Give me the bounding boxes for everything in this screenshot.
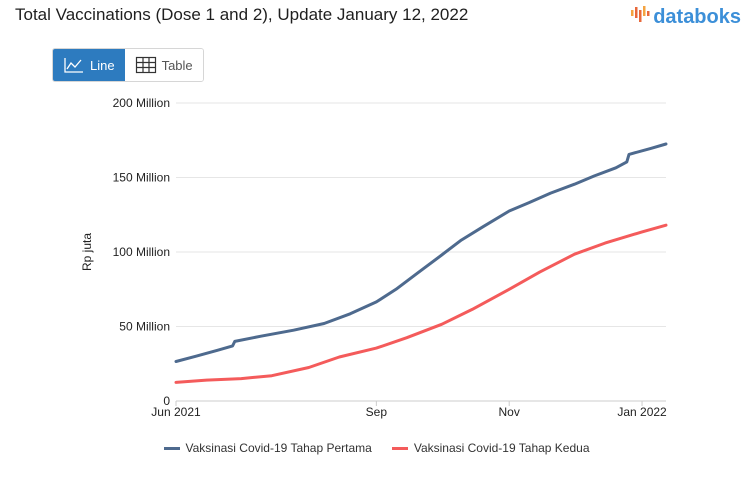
y-tick-label: 100 Million (113, 245, 170, 259)
line-view-label: Line (90, 57, 115, 73)
logo-bars-icon (630, 4, 650, 30)
y-axis-ticks: 0 50 Million 100 Million 150 Million 200 Mil… (113, 96, 171, 408)
x-tick-label: Sep (366, 405, 388, 419)
y-tick-label: 50 Million (119, 320, 170, 334)
x-axis-ticks: Jun 2021 Sep Nov Jan 2022 (151, 401, 667, 419)
y-tick-label: 200 Million (113, 96, 170, 110)
legend-label-second-dose: Vaksinasi Covid-19 Tahap Kedua (413, 441, 590, 455)
y-axis-title: Rp juta (80, 233, 94, 271)
line-view-button[interactable]: Line (53, 49, 125, 81)
table-icon (135, 56, 156, 74)
x-tick-label: Jun 2021 (151, 405, 201, 419)
line-chart-icon (64, 58, 83, 73)
table-view-label: Table (161, 57, 193, 73)
view-toggle: Line Table (52, 48, 204, 82)
legend-label-first-dose: Vaksinasi Covid-19 Tahap Pertama (185, 441, 372, 455)
legend: Vaksinasi Covid-19 Tahap Pertama Vaksina… (0, 441, 753, 455)
x-tick-label: Jan 2022 (617, 405, 667, 419)
databoks-logo[interactable]: databoks (630, 4, 741, 30)
y-tick-label: 150 Million (113, 171, 170, 185)
y-tick-label: 0 (163, 394, 170, 408)
logo-text: databoks (653, 5, 741, 28)
x-tick-label: Nov (499, 405, 520, 419)
legend-swatch-first-dose (163, 446, 180, 450)
table-view-button[interactable]: Table (124, 49, 203, 81)
series-line-second-dose[interactable] (174, 223, 668, 384)
legend-swatch-second-dose (391, 446, 408, 450)
series-lines (174, 142, 668, 384)
series-line-first-dose[interactable] (174, 142, 668, 363)
legend-item-second-dose[interactable]: Vaksinasi Covid-19 Tahap Kedua (391, 441, 590, 455)
chart-title: Total Vaccinations (Dose 1 and 2), Updat… (15, 5, 469, 24)
gridlines (176, 102, 666, 402)
legend-item-first-dose[interactable]: Vaksinasi Covid-19 Tahap Pertama (163, 441, 372, 455)
